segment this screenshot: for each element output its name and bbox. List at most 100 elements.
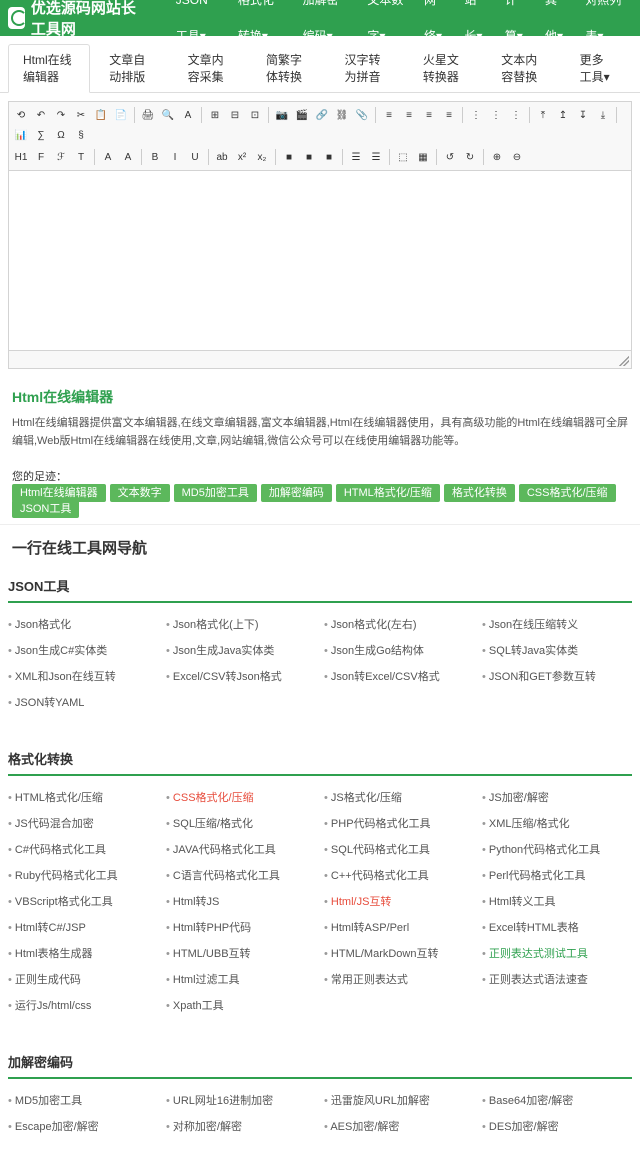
tool-link[interactable]: 正则表达式语法速查 [482,968,632,990]
tool-link[interactable]: HTML格式化/压缩 [8,786,158,808]
toolbar-button[interactable]: ✂ [72,106,90,124]
toolbar-button[interactable]: ≡ [440,106,458,124]
toolbar-button[interactable]: ↻ [461,148,479,166]
tool-link[interactable]: DES加密/解密 [482,1115,632,1137]
toolbar-button[interactable]: ⤓ [594,106,612,124]
tool-link[interactable]: Xpath工具 [166,994,316,1016]
toolbar-button[interactable]: F [32,148,50,166]
tool-link[interactable]: CSS格式化/压缩 [166,786,316,808]
site-logo[interactable]: 优选源码网站长工具网 [8,0,146,39]
toolbar-button[interactable]: ▦ [414,148,432,166]
tool-link[interactable]: VBScript格式化工具 [8,890,158,912]
toolbar-button[interactable]: ∑ [32,126,50,144]
tool-link[interactable]: Html转义工具 [482,890,632,912]
toolbar-button[interactable]: 🔗 [313,106,331,124]
toolbar-button[interactable]: ■ [300,148,318,166]
footprint-tag[interactable]: 加解密编码 [261,484,332,502]
toolbar-button[interactable]: ⛓ [333,106,351,124]
tab-item[interactable]: 文章内容采集 [173,44,247,92]
toolbar-button[interactable]: ⊟ [226,106,244,124]
toolbar-button[interactable]: 🖨 [139,106,157,124]
tool-link[interactable]: XML压缩/格式化 [482,812,632,834]
tab-item[interactable]: 汉字转为拼音 [329,44,403,92]
toolbar-button[interactable]: T [72,148,90,166]
tool-link[interactable]: JSON和GET参数互转 [482,665,632,687]
toolbar-button[interactable]: ⋮ [487,106,505,124]
editor-resize-handle[interactable] [8,351,632,369]
tool-link[interactable]: HTML/UBB互转 [166,942,316,964]
tool-link[interactable]: C++代码格式化工具 [324,864,474,886]
tool-link[interactable]: JS代码混合加密 [8,812,158,834]
tool-link[interactable]: Html转C#/JSP [8,916,158,938]
toolbar-button[interactable]: 🔍 [159,106,177,124]
tool-link[interactable]: Json格式化(左右) [324,613,474,635]
tool-link[interactable]: JAVA代码格式化工具 [166,838,316,860]
tab-item[interactable]: 火星文转换器 [408,44,482,92]
footprint-tag[interactable]: 格式化转换 [444,484,515,502]
toolbar-button[interactable]: H1 [12,148,30,166]
footprint-tag[interactable]: 文本数字 [110,484,170,502]
toolbar-button[interactable]: ☰ [347,148,365,166]
tab-item[interactable]: 更多工具▾ [565,44,628,92]
tool-link[interactable]: SQL转Java实体类 [482,639,632,661]
toolbar-button[interactable]: ↶ [32,106,50,124]
tool-link[interactable]: Json格式化(上下) [166,613,316,635]
tool-link[interactable]: HTML/MarkDown互转 [324,942,474,964]
tool-link[interactable]: 正则生成代码 [8,968,158,990]
tool-link[interactable]: C语言代码格式化工具 [166,864,316,886]
toolbar-button[interactable]: ⋮ [507,106,525,124]
toolbar-button[interactable]: 📷 [273,106,291,124]
toolbar-button[interactable]: ↷ [52,106,70,124]
toolbar-button[interactable]: A [99,148,117,166]
tool-link[interactable]: Html转PHP代码 [166,916,316,938]
toolbar-button[interactable]: x₂ [253,148,271,166]
tool-link[interactable]: JS加密/解密 [482,786,632,808]
toolbar-button[interactable]: 📊 [12,126,30,144]
tool-link[interactable]: AES加密/解密 [324,1115,474,1137]
tool-link[interactable]: Excel转HTML表格 [482,916,632,938]
toolbar-button[interactable]: ■ [280,148,298,166]
tool-link[interactable]: Escape加密/解密 [8,1115,158,1137]
toolbar-button[interactable]: U [186,148,204,166]
footprint-tag[interactable]: HTML格式化/压缩 [336,484,440,502]
toolbar-button[interactable]: ⬚ [394,148,412,166]
tool-link[interactable]: JSON转YAML [8,691,158,713]
toolbar-button[interactable]: 📄 [112,106,130,124]
toolbar-button[interactable]: A [119,148,137,166]
tool-link[interactable]: 对称加密/解密 [166,1115,316,1137]
toolbar-button[interactable]: ⟲ [12,106,30,124]
tool-link[interactable]: MD5加密工具 [8,1089,158,1111]
toolbar-button[interactable]: x² [233,148,251,166]
tool-link[interactable]: Html过滤工具 [166,968,316,990]
toolbar-button[interactable]: ab [213,148,231,166]
tool-link[interactable]: Json生成Java实体类 [166,639,316,661]
toolbar-button[interactable]: 📎 [353,106,371,124]
tool-link[interactable]: SQL代码格式化工具 [324,838,474,860]
footprint-tag[interactable]: JSON工具 [12,500,79,518]
tool-link[interactable]: URL网址16进制加密 [166,1089,316,1111]
toolbar-button[interactable]: 🎬 [293,106,311,124]
toolbar-button[interactable]: ↥ [554,106,572,124]
tool-link[interactable]: SQL压缩/格式化 [166,812,316,834]
tool-link[interactable]: C#代码格式化工具 [8,838,158,860]
tool-link[interactable]: PHP代码格式化工具 [324,812,474,834]
tool-link[interactable]: XML和Json在线互转 [8,665,158,687]
tool-link[interactable]: Json生成C#实体类 [8,639,158,661]
toolbar-button[interactable]: A [179,106,197,124]
tab-item[interactable]: 文章自动排版 [94,44,168,92]
tool-link[interactable]: JS格式化/压缩 [324,786,474,808]
tool-link[interactable]: Html/JS互转 [324,890,474,912]
toolbar-button[interactable]: ≡ [420,106,438,124]
tool-link[interactable]: 正则表达式测试工具 [482,942,632,964]
toolbar-button[interactable]: ℱ [52,148,70,166]
tool-link[interactable]: Excel/CSV转Json格式 [166,665,316,687]
toolbar-button[interactable]: 📋 [92,106,110,124]
toolbar-button[interactable]: ☰ [367,148,385,166]
tool-link[interactable]: Base64加密/解密 [482,1089,632,1111]
tool-link[interactable]: Ruby代码格式化工具 [8,864,158,886]
toolbar-button[interactable]: ■ [320,148,338,166]
toolbar-button[interactable]: ≡ [400,106,418,124]
toolbar-button[interactable]: ⋮ [467,106,485,124]
tab-item[interactable]: 简繁字体转换 [251,44,325,92]
tool-link[interactable]: Html表格生成器 [8,942,158,964]
